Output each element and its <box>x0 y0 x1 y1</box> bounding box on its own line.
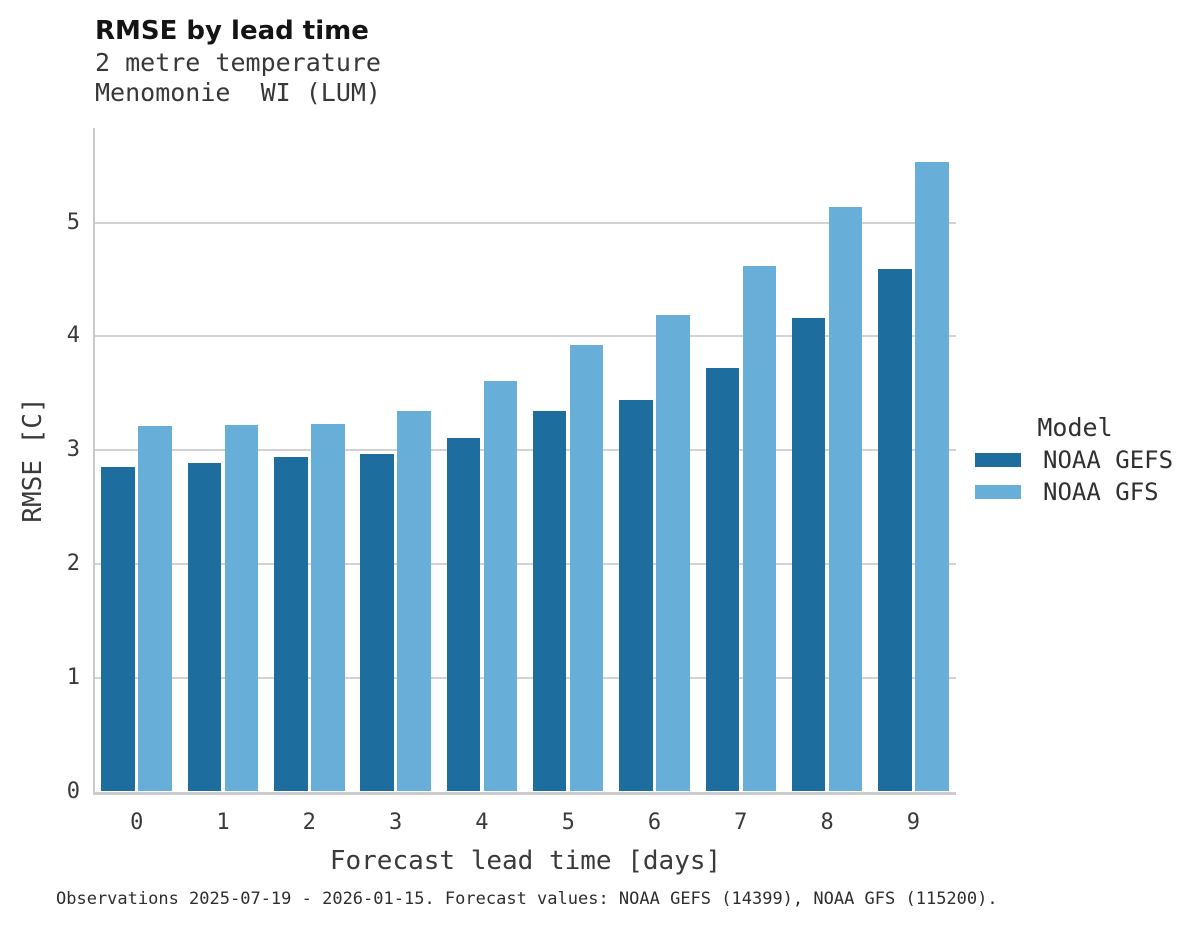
caption: Observations 2025-07-19 - 2026-01-15. Fo… <box>56 889 998 909</box>
chart-title: RMSE by lead time <box>95 16 369 46</box>
legend-label: NOAA GEFS <box>1043 446 1174 474</box>
y-tick-label-4: 4 <box>66 323 80 349</box>
chart-subtitle-variable: 2 metre temperature <box>95 48 381 77</box>
y-tick-label-5: 5 <box>66 209 80 235</box>
bar-noaa-gefs-lead-3 <box>360 453 394 792</box>
y-tick-label-1: 1 <box>66 664 80 690</box>
x-tick-label-0: 0 <box>130 810 144 835</box>
bar-noaa-gfs-lead-2 <box>311 423 345 792</box>
legend-rows: NOAA GEFS NOAA GFS <box>975 444 1185 508</box>
legend-entry-noaa-gfs: NOAA GFS <box>975 476 1185 508</box>
bar-noaa-gefs-lead-7 <box>705 368 740 792</box>
bar-noaa-gefs-lead-0 <box>101 467 135 792</box>
x-tick-label-5: 5 <box>561 810 575 835</box>
y-tick-label-2: 2 <box>66 550 80 576</box>
x-tick-label-3: 3 <box>388 810 403 835</box>
legend: Model NOAA GEFS NOAA GFS <box>975 414 1185 508</box>
bar-noaa-gfs-lead-1 <box>224 425 259 792</box>
bar-noaa-gfs-lead-7 <box>742 265 777 792</box>
gridline-y-1 <box>95 676 956 679</box>
x-axis-label: Forecast lead time [days] <box>329 846 722 876</box>
x-tick-label-4: 4 <box>475 810 489 835</box>
y-axis-spine <box>93 128 95 795</box>
bar-noaa-gfs-lead-4 <box>483 380 518 792</box>
y-tick-label-3: 3 <box>66 437 80 463</box>
chart-header: RMSE by lead time 2 metre temperature Me… <box>95 15 381 108</box>
x-tick-label-1: 1 <box>216 810 230 835</box>
x-axis-spine <box>93 791 956 795</box>
bar-noaa-gfs-lead-6 <box>656 314 690 792</box>
gridline-y-3 <box>95 449 956 452</box>
gridline-y-5 <box>95 221 956 224</box>
x-tick-label-8: 8 <box>820 810 834 835</box>
legend-swatch-gefs <box>975 453 1021 467</box>
bar-noaa-gefs-lead-8 <box>791 318 826 792</box>
legend-label: NOAA GFS <box>1043 478 1159 506</box>
bar-noaa-gefs-lead-1 <box>187 462 222 792</box>
x-tick-label-7: 7 <box>734 810 748 835</box>
legend-title: Model <box>1037 413 1113 442</box>
y-tick-label-0: 0 <box>66 778 80 804</box>
bar-noaa-gfs-lead-3 <box>397 411 431 792</box>
bar-noaa-gefs-lead-6 <box>619 400 653 792</box>
bar-noaa-gfs-lead-5 <box>569 345 604 792</box>
legend-swatch-gfs <box>975 485 1021 499</box>
gridline-y-4 <box>95 335 956 338</box>
bar-noaa-gfs-lead-8 <box>828 206 863 792</box>
x-tick-label-6: 6 <box>647 810 662 835</box>
bar-noaa-gefs-lead-2 <box>274 456 308 792</box>
x-tick-label-9: 9 <box>906 810 921 835</box>
bar-noaa-gfs-lead-0 <box>138 426 172 792</box>
chart-subtitle-location: Menomonie WI (LUM) <box>95 78 381 107</box>
legend-entry-noaa-gefs: NOAA GEFS <box>975 444 1185 476</box>
bar-noaa-gefs-lead-4 <box>446 437 481 792</box>
bar-noaa-gfs-lead-9 <box>915 162 949 792</box>
bar-noaa-gefs-lead-5 <box>532 411 567 792</box>
gridline-y-2 <box>95 562 956 565</box>
x-tick-label-2: 2 <box>302 810 316 835</box>
bar-noaa-gefs-lead-9 <box>878 269 912 792</box>
